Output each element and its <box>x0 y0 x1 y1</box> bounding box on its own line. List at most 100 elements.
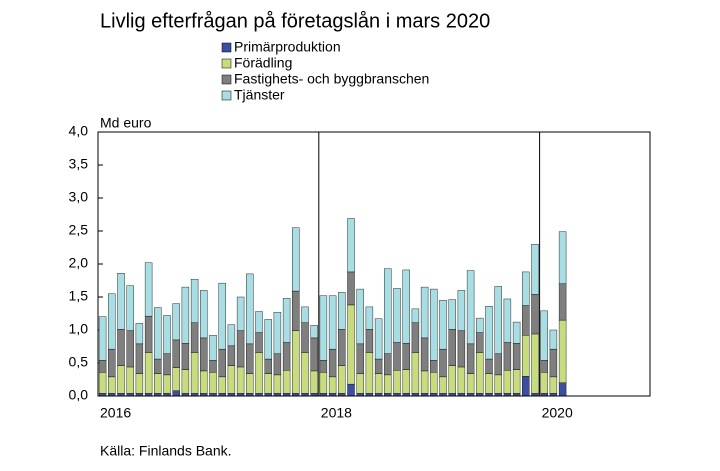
bar-segment <box>108 376 116 394</box>
bar-segment <box>430 360 438 373</box>
bar-segment <box>144 315 153 353</box>
legend-swatch <box>221 90 232 101</box>
bar-segment <box>301 352 309 394</box>
bar-segment <box>255 311 263 333</box>
bar-segment <box>448 329 456 366</box>
bar-segment <box>154 373 162 394</box>
legend-label: Fastighets- och byggbranschen <box>234 71 429 87</box>
bar-segment <box>448 299 456 330</box>
x-tick-label: 2018 <box>321 405 352 421</box>
bar-segment <box>154 358 162 374</box>
bar-segment <box>494 374 502 394</box>
bar-segment <box>117 273 125 330</box>
bar-segment <box>384 353 392 376</box>
bar-segment <box>209 360 217 373</box>
x-tick-label: 2020 <box>542 405 573 421</box>
y-tick-label: 0,5 <box>69 354 89 370</box>
bar-segment <box>494 286 502 354</box>
legend-swatch <box>221 74 232 85</box>
bar-segment <box>200 290 208 339</box>
bar-segment <box>531 243 539 295</box>
bar-segment <box>457 330 466 368</box>
bar-segment <box>144 352 153 394</box>
bar-segment <box>540 310 548 361</box>
bar-segment <box>347 304 355 385</box>
bar-segment <box>393 342 401 371</box>
bar-segment <box>310 337 318 372</box>
bar-segment <box>218 376 226 394</box>
bar-segment <box>540 360 548 373</box>
bar-segment <box>310 325 318 339</box>
bar-segment <box>218 282 226 350</box>
bar-segment <box>255 332 263 353</box>
bar-segment <box>439 376 447 394</box>
bar-segment <box>163 353 171 376</box>
bar-segment <box>411 322 420 353</box>
bar-segment <box>135 373 144 394</box>
bar-segment <box>292 290 300 331</box>
source: Källa: Finlands Bank. <box>100 443 232 459</box>
bar-segment <box>402 369 410 394</box>
bar-segment <box>200 370 208 394</box>
bar-segment <box>338 365 346 394</box>
bar-segment <box>273 311 282 354</box>
bar-segment <box>117 329 125 366</box>
bar-segment <box>384 268 392 354</box>
bar-segment <box>365 352 374 394</box>
bar-segment <box>98 316 107 361</box>
y-tick-label: 0,0 <box>69 387 89 403</box>
y-tick-label: 1,0 <box>69 321 89 337</box>
bar-segment <box>181 343 190 370</box>
bar-segment <box>365 329 374 353</box>
bar-segment <box>503 342 512 371</box>
bar-segment <box>319 295 328 361</box>
bar-segment <box>420 337 429 372</box>
x-tick-label: 2016 <box>100 405 131 421</box>
bar-segment <box>503 298 512 343</box>
bar-segment <box>126 285 134 331</box>
bar-segment <box>328 295 337 350</box>
bar-segment <box>292 227 300 292</box>
bar-segment <box>255 352 263 394</box>
legend-label: Förädling <box>234 55 292 71</box>
bar-segment <box>144 262 153 317</box>
bar-segment <box>356 373 364 394</box>
bar-segment <box>135 343 144 374</box>
bar-segment <box>282 370 291 394</box>
bar-segment <box>466 343 475 374</box>
bar-segment <box>402 343 410 370</box>
bar-segment <box>540 372 548 394</box>
bar-segment <box>374 373 383 394</box>
bar-segment <box>282 298 291 343</box>
y-tick-label: 3,0 <box>69 189 89 205</box>
bar-segment <box>264 358 272 374</box>
legend-swatch <box>221 42 232 53</box>
bar-segment <box>246 373 254 394</box>
bar-segment <box>190 278 199 323</box>
bar-segment <box>512 321 521 344</box>
bar-segment <box>154 307 162 360</box>
bar-segment <box>347 271 355 306</box>
bar-segment <box>485 373 493 394</box>
bar-segment <box>531 294 539 335</box>
bar-segment <box>181 286 190 344</box>
bar-segment <box>98 360 107 373</box>
bar-segment <box>439 300 447 350</box>
bar-segment <box>393 288 401 343</box>
bar-segment <box>476 332 484 353</box>
bar-segment <box>209 372 217 394</box>
y-tick-label: 1,5 <box>69 288 89 304</box>
bar-segment <box>292 330 300 394</box>
bar-segment <box>522 335 530 377</box>
bar-segment <box>457 366 466 394</box>
bar-segment <box>549 329 558 350</box>
bar-segment <box>384 374 392 394</box>
bar-segment <box>273 353 282 376</box>
bar-segment <box>126 366 134 394</box>
bar-segment <box>273 374 282 394</box>
bar-segment <box>457 290 466 331</box>
bar-segment <box>466 373 475 394</box>
bar-segment <box>98 372 107 394</box>
bar-segment <box>512 369 521 394</box>
bar-segment <box>420 286 429 339</box>
